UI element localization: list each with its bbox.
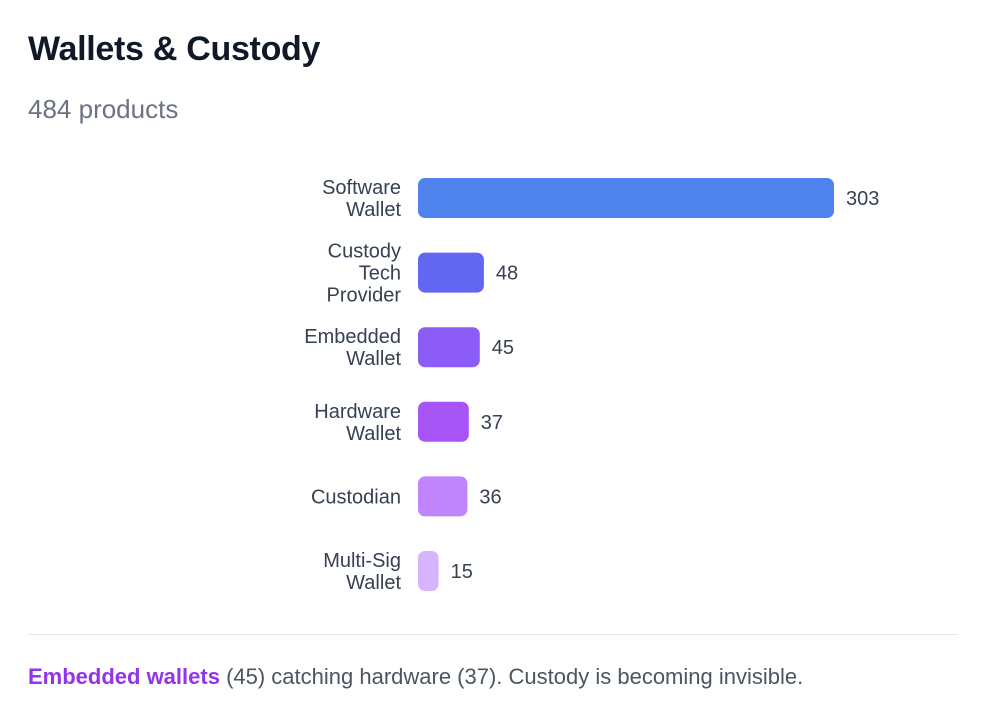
category-label-line: Multi-Sig — [323, 550, 401, 572]
insight-body: (45) catching hardware (37). Custody is … — [219, 664, 804, 689]
category-label-line: Provider — [327, 285, 402, 307]
bar-5[interactable] — [418, 551, 439, 591]
category-label-line: Wallet — [346, 572, 401, 594]
value-label-5: 15 — [451, 561, 473, 583]
insight-text: Embedded wallets (45) catching hardware … — [28, 664, 803, 690]
category-label-line: Software — [322, 177, 401, 199]
product-count: 484 products — [28, 94, 179, 124]
bar-1[interactable] — [418, 252, 484, 293]
value-label-3: 37 — [481, 412, 503, 434]
category-label-5: Multi-Sig Wallet — [323, 550, 401, 594]
bar-2[interactable] — [418, 327, 480, 368]
value-label-0: 303 — [846, 188, 879, 210]
value-label-4: 36 — [479, 486, 501, 508]
category-label-0: Software Wallet — [322, 177, 401, 221]
category-label-line: Wallet — [346, 423, 401, 445]
page-title: Wallets & Custody — [28, 30, 321, 68]
divider — [28, 634, 958, 635]
bar-3[interactable] — [418, 401, 469, 442]
bar-4[interactable] — [418, 476, 468, 517]
category-label-1: Custody Tech Provider — [327, 241, 402, 307]
category-label-line: Tech — [359, 263, 401, 285]
category-label-line: Hardware — [314, 401, 401, 423]
category-label-line: Custodian — [311, 486, 401, 508]
value-label-1: 48 — [496, 263, 518, 285]
bar-0[interactable] — [418, 178, 834, 218]
category-label-3: Hardware Wallet — [314, 401, 401, 445]
category-label-line: Embedded — [304, 326, 401, 348]
category-label-4: Custodian — [311, 486, 401, 508]
category-label-line: Custody — [328, 241, 401, 263]
category-label-2: Embedded Wallet — [304, 326, 401, 370]
category-label-line: Wallet — [346, 199, 401, 221]
insight-highlight[interactable]: Embedded wallets — [28, 664, 220, 689]
value-label-2: 45 — [492, 337, 514, 359]
category-label-line: Wallet — [346, 348, 401, 370]
